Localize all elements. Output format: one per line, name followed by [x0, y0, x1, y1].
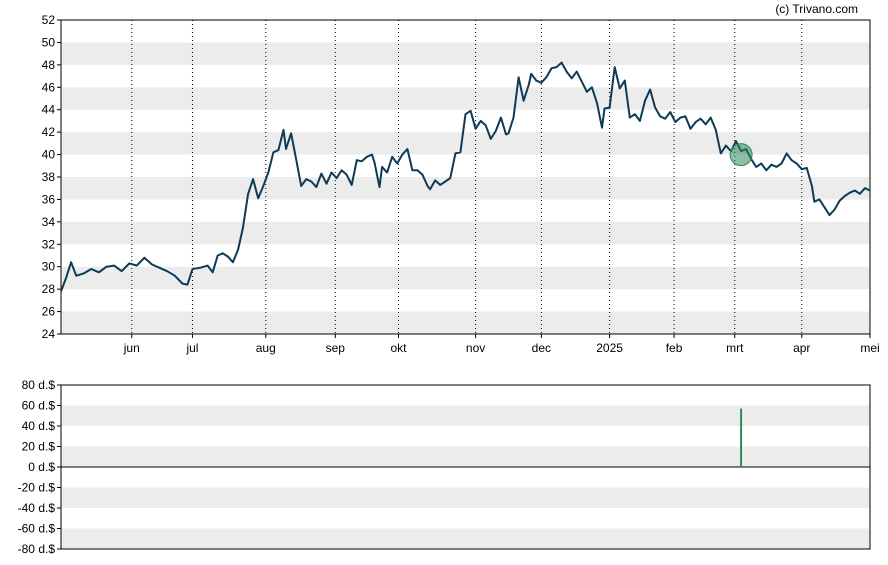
y-tick-label: 52 — [42, 13, 56, 27]
y-tick-label: 40 — [42, 148, 56, 162]
x-tick-label: mei — [860, 341, 879, 355]
y-tick-label: 20 d.$ — [22, 440, 56, 454]
y-tick-label: 38 — [42, 170, 56, 184]
grid-band — [61, 132, 870, 155]
x-tick-label: nov — [466, 341, 485, 355]
x-tick-label: apr — [793, 341, 810, 355]
x-tick-label: sep — [326, 341, 346, 355]
x-tick-label: jun — [123, 341, 140, 355]
y-tick-label: 60 d.$ — [22, 399, 56, 413]
grid-band — [61, 266, 870, 290]
x-tick-label: aug — [256, 341, 276, 355]
y-tick-label: 30 — [42, 260, 56, 274]
y-tick-label: 24 — [42, 327, 56, 341]
y-tick-label: -60 d.$ — [18, 522, 56, 536]
x-tick-label: 2025 — [596, 341, 623, 355]
x-tick-label: jul — [185, 341, 198, 355]
y-tick-label: -40 d.$ — [18, 501, 56, 515]
y-tick-label: -20 d.$ — [18, 481, 56, 495]
grid-band — [61, 177, 870, 200]
y-tick-label: 0 d.$ — [28, 460, 55, 474]
y-tick-label: 48 — [42, 58, 56, 72]
y-tick-label: 26 — [42, 305, 56, 319]
grid-band — [61, 446, 870, 467]
event-marker — [729, 143, 753, 167]
dividend-panel: 80 d.$ 60 d.$ 40 d.$ 20 d.$ 0 d.$ -20 d.$ -40 … — [18, 378, 871, 556]
y-tick-label: 36 — [42, 192, 56, 206]
copyright-label: (c) Trivano.com — [775, 2, 858, 16]
y-tick-label: -80 d.$ — [18, 542, 56, 556]
x-tick-label: mrt — [726, 341, 744, 355]
grid-band — [61, 42, 870, 65]
y-tick-label: 28 — [42, 282, 56, 296]
y-tick-label: 46 — [42, 80, 56, 94]
y-tick-label: 44 — [42, 103, 56, 117]
x-tick-label: dec — [532, 341, 551, 355]
y-tick-label: 40 d.$ — [22, 419, 56, 433]
grid-band — [61, 221, 870, 245]
grid-band — [61, 487, 870, 508]
grid-band — [61, 528, 870, 549]
price-panel: 24 26 28 30 32 34 36 38 40 42 44 46 48 50 52 jun jul aug s… — [42, 13, 880, 355]
x-tick-label: okt — [390, 341, 407, 355]
grid-band — [61, 405, 870, 426]
y-tick-label: 34 — [42, 215, 56, 229]
x-tick-label: feb — [666, 341, 683, 355]
grid-band — [61, 87, 870, 110]
y-tick-label: 80 d.$ — [22, 378, 56, 392]
grid-band — [61, 311, 870, 334]
y-tick-label: 32 — [42, 237, 56, 251]
y-tick-label: 42 — [42, 125, 56, 139]
y-tick-label: 50 — [42, 35, 56, 49]
